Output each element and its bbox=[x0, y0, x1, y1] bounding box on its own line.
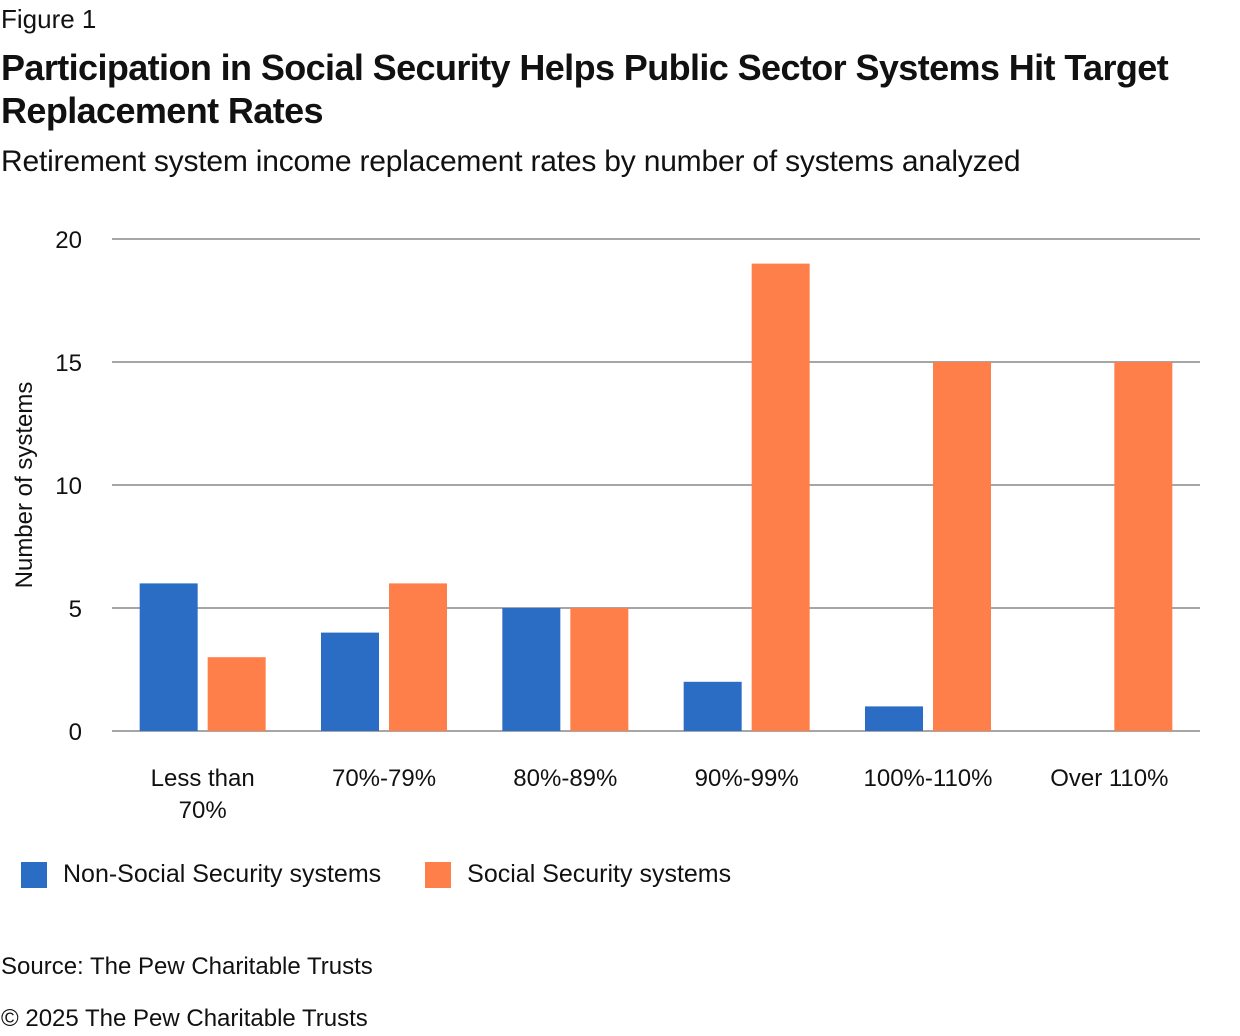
y-tick-label: 20 bbox=[55, 227, 82, 254]
x-tick-label: Less than bbox=[151, 765, 255, 792]
legend-swatch-social-security bbox=[425, 861, 452, 888]
legend: Non-Social Security systems Social Secur… bbox=[21, 860, 775, 889]
x-tick-label: 70%-79% bbox=[332, 765, 436, 792]
bar-social-security-5 bbox=[1114, 362, 1173, 731]
copyright-note: © 2025 The Pew Charitable Trusts bbox=[1, 1005, 368, 1032]
x-tick-label: Over 110% bbox=[1050, 765, 1168, 792]
figure-label: Figure 1 bbox=[1, 4, 97, 34]
bar-non-social-security-1 bbox=[321, 632, 379, 731]
x-tick-label: 80%-89% bbox=[513, 765, 617, 792]
x-tick-label: 90%-99% bbox=[695, 765, 799, 792]
bar-non-social-security-0 bbox=[139, 583, 198, 731]
gridlines bbox=[112, 238, 1200, 732]
bar-chart: 0 5 10 15 20 Less than 70% 70%-79% 80%-89% 90%-9… bbox=[11, 227, 1200, 824]
y-tick-label: 0 bbox=[69, 719, 82, 746]
y-tick-label: 10 bbox=[55, 473, 82, 500]
legend-label: Social Security systems bbox=[467, 860, 732, 888]
legend-item-social-security: Social Security systems bbox=[425, 860, 731, 889]
bar-social-security-4 bbox=[933, 362, 991, 731]
bar-social-security-0 bbox=[207, 657, 266, 731]
bar-social-security-1 bbox=[389, 583, 447, 731]
x-tick-label: 100%-110% bbox=[864, 765, 993, 792]
chart-title: Participation in Social Security Helps P… bbox=[1, 47, 1169, 131]
bar-non-social-security-2 bbox=[502, 608, 561, 731]
bar-non-social-security-3 bbox=[683, 681, 742, 731]
legend-label: Non-Social Security systems bbox=[63, 860, 382, 888]
chart-subtitle: Retirement system income replacement rat… bbox=[1, 145, 1021, 178]
bar-social-security-2 bbox=[570, 608, 629, 731]
bar-social-security-3 bbox=[751, 263, 810, 731]
source-note: Source: The Pew Charitable Trusts bbox=[1, 953, 373, 980]
y-axis-label: Number of systems bbox=[11, 382, 38, 589]
y-tick-labels: 0 5 10 15 20 bbox=[55, 227, 82, 746]
y-tick-label: 5 bbox=[69, 596, 82, 623]
bars bbox=[139, 263, 1173, 731]
legend-swatch-non-social-security bbox=[21, 861, 47, 888]
legend-item-non-social-security: Non-Social Security systems bbox=[21, 860, 381, 889]
bar-non-social-security-4 bbox=[865, 706, 923, 731]
x-tick-labels: Less than 70% 70%-79% 80%-89% 90%-99% 100%-11… bbox=[151, 765, 1169, 824]
x-tick-label: 70% bbox=[179, 797, 227, 824]
y-tick-label: 15 bbox=[55, 350, 82, 377]
